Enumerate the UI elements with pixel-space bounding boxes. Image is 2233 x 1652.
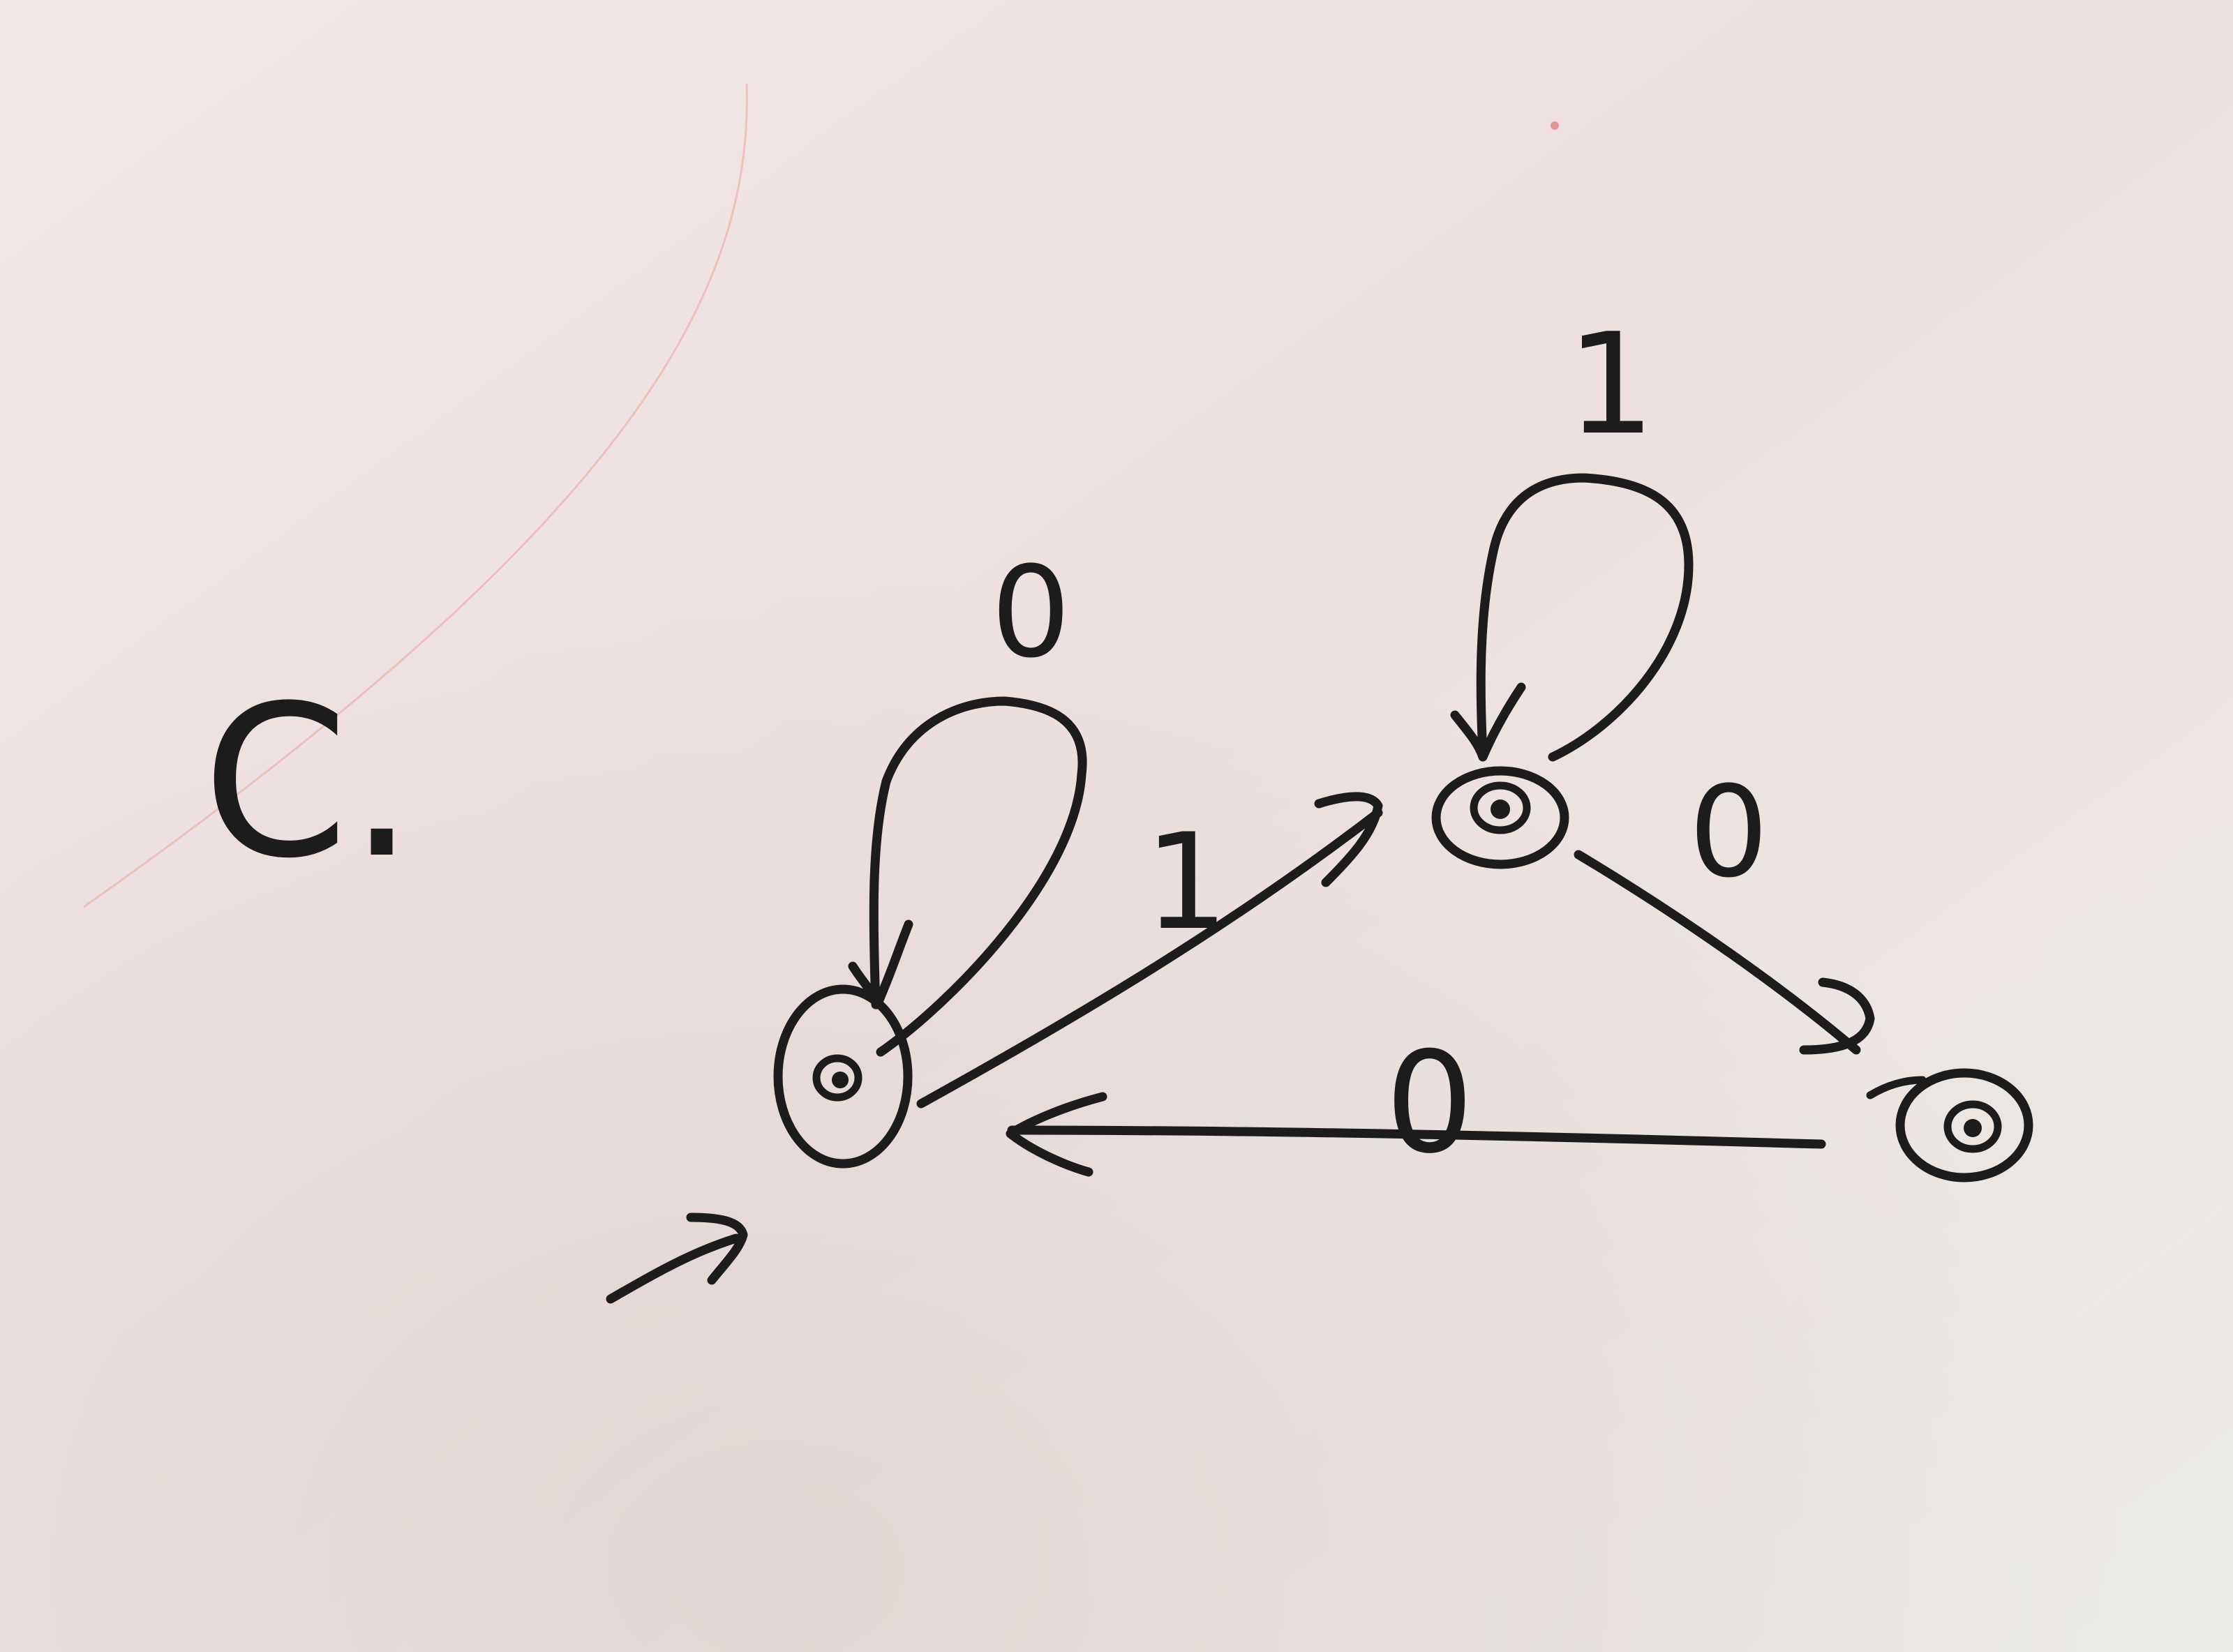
q1-loop-label: 1 bbox=[1567, 303, 1655, 466]
pen-dot bbox=[1551, 121, 1559, 130]
q1-to-q2-label: 0 bbox=[1689, 760, 1769, 906]
problem-label: C. bbox=[202, 661, 415, 904]
q0-loop-label: 0 bbox=[991, 540, 1071, 686]
q0-to-q1-label: 1 bbox=[1144, 805, 1229, 959]
q2-to-q0-label: 0 bbox=[1385, 1022, 1474, 1185]
